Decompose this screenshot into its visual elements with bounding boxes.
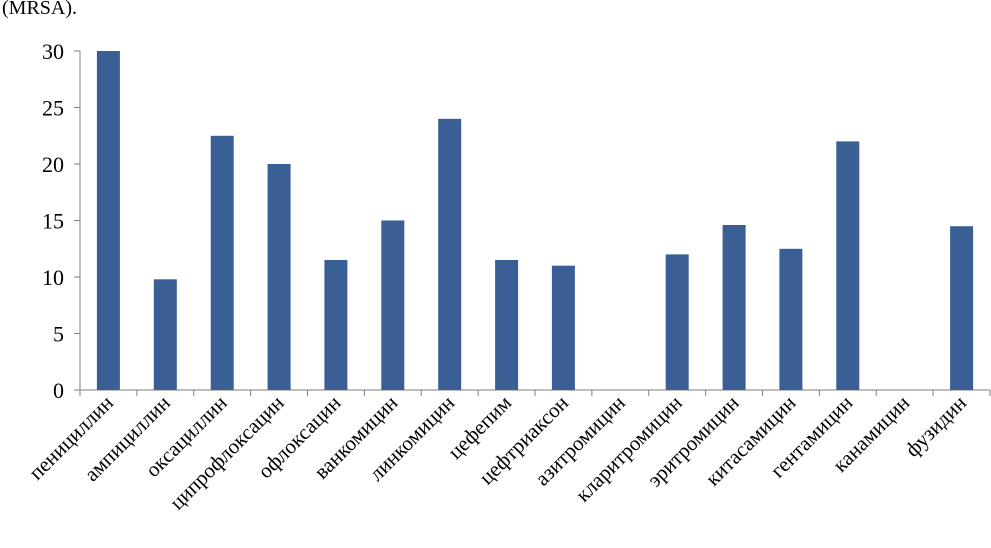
bar-фузидин [950,226,974,390]
y-axis-ticks: 0 5 10 15 20 25 30 [42,39,80,403]
y-tick-label: 15 [42,209,64,234]
y-tick-label: 5 [53,322,64,347]
y-tick-label: 10 [42,265,64,290]
chart-caption: (MRSA). [2,0,78,19]
bar-ампициллин [153,279,177,390]
bar-гентамицин [836,141,860,390]
y-tick-label: 30 [42,39,64,64]
bar-линкомицин [438,118,462,391]
bar-цефепим [495,260,519,390]
x-category-label: фузидин [900,391,971,462]
bar-кларитромицин [665,254,689,390]
bar-эритромицин [722,225,746,390]
bar-ванкомицин [381,220,405,390]
x-axis-labels: пенициллинампициллиноксациллинципрофлокс… [24,391,971,515]
bar-офлоксацин [324,260,348,390]
bar-пенициллин [96,51,120,390]
y-tick-label: 25 [42,96,64,121]
bar-цефтриаксон [551,265,575,390]
bar-ципрофлоксацин [267,164,291,390]
bar-китасамицин [779,248,803,391]
y-tick-label: 20 [42,152,64,177]
y-tick-label: 0 [53,378,64,403]
chart-bars [96,51,974,391]
bar-оксациллин [210,135,234,391]
